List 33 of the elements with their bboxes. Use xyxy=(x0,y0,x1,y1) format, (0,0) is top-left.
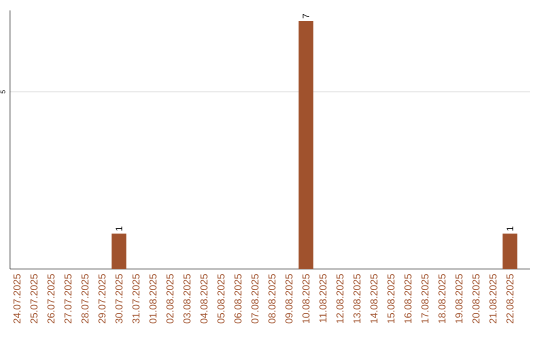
x-tick-label: 22.08.2025 xyxy=(506,274,514,324)
x-tick-label: 11.08.2025 xyxy=(319,274,326,322)
x-tick-label: 06.08.2025 xyxy=(234,274,242,324)
x-tick-label: 09.08.2025 xyxy=(285,274,292,324)
x-tick-label: 15.08.2025 xyxy=(387,274,394,324)
x-tick-label: 12.08.2025 xyxy=(336,274,344,324)
x-tick-label: 08.08.2025 xyxy=(268,274,276,324)
x-tick-label: 20.08.2025 xyxy=(472,274,480,324)
x-tick-label: 07.08.2025 xyxy=(251,274,259,324)
x-tick-label: 03.08.2025 xyxy=(183,274,191,324)
x-tick-label: 01.08.2025 xyxy=(149,274,157,324)
x-tick-label: 02.08.2025 xyxy=(166,274,174,324)
x-tick-label: 14.08.2025 xyxy=(370,274,378,324)
x-tick-label: 21.08.2025 xyxy=(489,274,496,324)
x-tick-label: 26.07.2025 xyxy=(47,274,55,324)
x-tick-label: 17.08.2025 xyxy=(421,274,428,324)
x-tick-label: 27.07.2025 xyxy=(64,274,72,324)
x-tick-label: 24.07.2025 xyxy=(13,274,21,324)
x-tick-label: 18.08.2025 xyxy=(438,274,446,324)
data-label: 1 xyxy=(506,226,514,231)
x-tick-label: 30.07.2025 xyxy=(115,274,123,324)
x-tick-label: 10.08.2025 xyxy=(302,274,310,324)
x-tick-label: 29.07.2025 xyxy=(98,274,106,324)
x-tick-label: 05.08.2025 xyxy=(217,274,225,324)
data-label: 7 xyxy=(302,14,310,18)
x-tick-label: 28.07.2025 xyxy=(81,274,89,324)
data-label: 1 xyxy=(116,226,122,231)
x-tick-label: 13.08.2025 xyxy=(353,274,360,324)
x-tick-label: 31.07.2025 xyxy=(132,274,140,324)
x-tick-label: 16.08.2025 xyxy=(404,274,412,324)
x-tick-label: 04.08.2025 xyxy=(200,274,208,324)
x-tick-label: 25.07.2025 xyxy=(30,274,38,324)
x-tick-label: 19.08.2025 xyxy=(455,274,462,324)
